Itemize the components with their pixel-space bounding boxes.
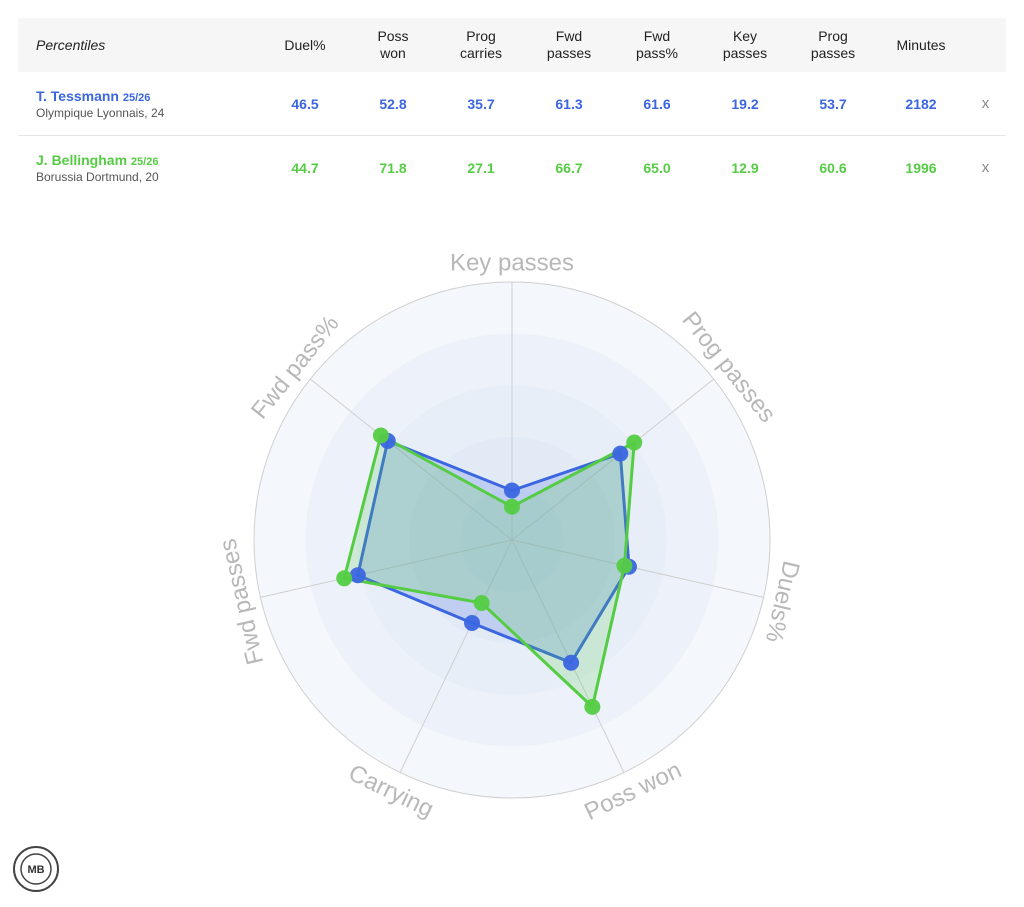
axis-label: Fwd pass%	[246, 310, 344, 424]
column-header: Key passes	[722, 28, 768, 61]
spoke	[511, 539, 764, 598]
spoke	[511, 539, 625, 773]
stat-cell: 1996	[905, 159, 937, 176]
stat-cell: 44.7	[291, 159, 319, 176]
data-point	[504, 482, 520, 499]
player-line: J. Bellingham 25/26	[36, 152, 260, 168]
logo-ring	[13, 846, 59, 892]
stat-cell: 35.7	[437, 72, 525, 136]
player-season: 25/26	[130, 155, 159, 168]
remove-button[interactable]: x	[981, 159, 990, 176]
axis-label: Carrying	[344, 759, 437, 823]
data-point	[584, 698, 601, 715]
column-header: Fwd pass%	[635, 28, 679, 61]
player-line: T. Tessmann 25/26	[36, 88, 260, 104]
data-point	[336, 570, 353, 587]
axis-label: Prog passes	[677, 307, 781, 428]
data-point	[464, 614, 481, 631]
column-header: Fwd passes	[546, 28, 592, 61]
data-point	[349, 567, 366, 584]
player-row: J. Bellingham 25/26 Borussia Dortmund, 20…	[18, 136, 1006, 200]
player-cell: T. Tessmann 25/26 Olympique Lyonnais, 24	[18, 72, 261, 136]
column-header: Duel%	[284, 36, 326, 53]
stat-cell: 53.7	[789, 72, 877, 136]
grid-ring	[460, 488, 564, 592]
stat-cell: 12.9	[731, 159, 759, 176]
spoke	[260, 539, 513, 598]
data-point	[612, 445, 629, 462]
logo-text: MB	[27, 864, 44, 876]
grid-ring	[357, 385, 667, 695]
stat-cell: 19.2	[701, 72, 789, 136]
column-header: Minutes	[896, 36, 946, 53]
data-point	[379, 432, 396, 449]
axis-label: Key passes	[450, 249, 574, 276]
stat-cell: 52.8	[349, 72, 437, 136]
stat-cell: 65.0	[643, 159, 671, 176]
comparison-table: Percentiles Duel% Poss won Prog carries Fwd …	[18, 18, 1006, 199]
column-header: Prog passes	[810, 28, 856, 61]
axis-label: Poss won	[580, 756, 685, 825]
player-name: J. Bellingham	[36, 151, 128, 168]
data-point	[473, 594, 490, 611]
remove-column-header	[965, 18, 1006, 72]
stat-cell: 27.1	[467, 159, 495, 176]
player-cell: J. Bellingham 25/26 Borussia Dortmund, 20	[18, 136, 261, 200]
player-name: T. Tessmann	[36, 87, 119, 104]
spoke	[399, 539, 513, 773]
data-point	[563, 654, 580, 671]
stat-cell: 61.6	[613, 72, 701, 136]
stat-cell: 61.3	[525, 72, 613, 136]
column-header: Prog carries	[459, 28, 502, 61]
series-area	[356, 439, 631, 665]
player-club: Olympique Lyonnais, 24	[36, 105, 165, 120]
stat-cell: 71.8	[379, 159, 407, 176]
table-body: T. Tessmann 25/26 Olympique Lyonnais, 24 4…	[18, 72, 1006, 199]
spoke	[511, 378, 715, 541]
player-row: T. Tessmann 25/26 Olympique Lyonnais, 24 4…	[18, 72, 1006, 136]
data-point	[504, 498, 520, 515]
comparison-table-card: Percentiles Duel% Poss won Prog carries Fwd …	[18, 18, 1006, 199]
player-season: 25/26	[122, 91, 151, 104]
header-row: Percentiles Duel% Poss won Prog carries Fwd …	[18, 18, 1006, 72]
remove-button[interactable]: x	[965, 72, 1006, 136]
data-point	[626, 434, 643, 451]
column-header: Poss won	[377, 28, 409, 61]
logo-inner	[20, 853, 52, 885]
spoke	[309, 378, 513, 541]
data-point	[616, 557, 633, 574]
stat-cell: 46.5	[261, 72, 349, 136]
data-point	[620, 558, 637, 575]
column-header: Percentiles	[36, 36, 106, 53]
stat-cell: 66.7	[555, 159, 583, 176]
axis-label: Duels%	[760, 558, 805, 645]
stat-cell: 2182	[877, 72, 965, 136]
grid-ring	[305, 333, 719, 747]
stat-cell: 60.6	[819, 159, 847, 176]
series-area	[342, 433, 636, 709]
player-club: Borussia Dortmund, 20	[36, 169, 159, 184]
grid-ring	[408, 436, 616, 644]
axis-label: Fwd passes	[214, 536, 269, 667]
grid-ring	[253, 281, 771, 799]
data-point	[372, 427, 389, 444]
